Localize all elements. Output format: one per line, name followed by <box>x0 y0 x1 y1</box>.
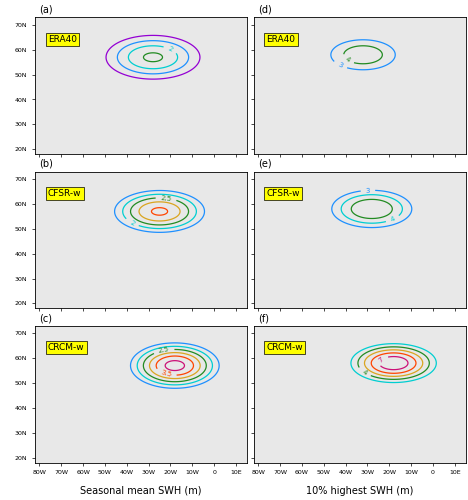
Text: (d): (d) <box>258 5 272 15</box>
Text: 2: 2 <box>129 219 135 226</box>
Text: CRCM-w: CRCM-w <box>267 343 303 352</box>
Text: 2: 2 <box>167 46 174 53</box>
Text: ERA40: ERA40 <box>267 35 296 44</box>
Text: (f): (f) <box>258 313 269 323</box>
Text: (a): (a) <box>39 5 53 15</box>
Text: 10% highest SWH (m): 10% highest SWH (m) <box>306 486 413 496</box>
Text: 7: 7 <box>378 356 385 364</box>
Text: 2.5: 2.5 <box>161 194 172 202</box>
Text: 4: 4 <box>361 368 368 376</box>
Text: 3.5: 3.5 <box>160 370 172 378</box>
Text: CFSR-w: CFSR-w <box>48 189 81 198</box>
Text: 3: 3 <box>366 188 370 194</box>
Text: (b): (b) <box>39 159 53 169</box>
Text: Seasonal mean SWH (m): Seasonal mean SWH (m) <box>80 486 202 496</box>
Text: ERA40: ERA40 <box>48 35 77 44</box>
Text: 3: 3 <box>337 62 344 69</box>
Text: 4: 4 <box>389 216 396 223</box>
Text: 2.5: 2.5 <box>158 346 170 354</box>
Text: CFSR-w: CFSR-w <box>267 189 300 198</box>
Text: (e): (e) <box>258 159 272 169</box>
Text: CRCM-w: CRCM-w <box>48 343 84 352</box>
Text: 4: 4 <box>344 56 351 64</box>
Text: (c): (c) <box>39 313 52 323</box>
